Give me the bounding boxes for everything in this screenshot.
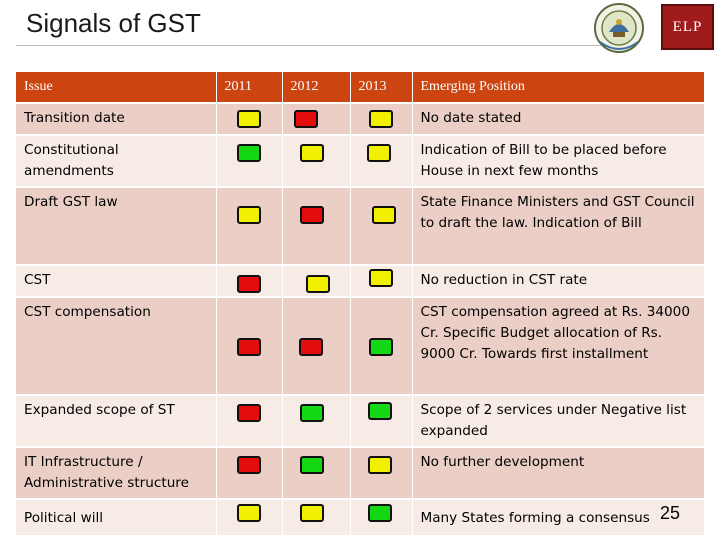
page-number: 25 bbox=[660, 503, 681, 523]
page-title: Signals of GST bbox=[26, 8, 201, 38]
signal-2013-cell bbox=[350, 264, 413, 297]
elp-logo-text: ELP bbox=[672, 18, 703, 35]
signal-light-icon bbox=[236, 275, 261, 293]
signal-2011-cell bbox=[216, 264, 283, 297]
signal-2011-cell bbox=[216, 446, 283, 499]
signal-light-icon bbox=[236, 144, 261, 162]
signal-2012-cell bbox=[282, 134, 351, 187]
signal-light-icon bbox=[236, 504, 261, 522]
signal-2013-cell bbox=[350, 446, 413, 499]
issue-cell: CST bbox=[16, 264, 217, 297]
table-row: Transition date No date stated bbox=[16, 102, 705, 135]
position-cell: No date stated bbox=[412, 102, 705, 135]
table-row: Political will Many States forming a con… bbox=[16, 498, 705, 535]
issue-cell: Draft GST law bbox=[16, 186, 217, 265]
table-row: Expanded scope of ST Scope of 2 services… bbox=[16, 394, 705, 447]
signal-light-icon bbox=[236, 110, 261, 128]
signal-light-icon bbox=[367, 402, 392, 420]
signal-light-icon bbox=[299, 144, 324, 162]
issue-cell: Constitutional amendments bbox=[16, 134, 217, 187]
signal-light-icon bbox=[299, 404, 324, 422]
table-row: Draft GST law State Finance Ministers an… bbox=[16, 186, 705, 265]
signal-2012-cell bbox=[282, 264, 351, 297]
signal-2013-cell bbox=[350, 296, 413, 395]
table-row: CST compensation CST compensation agreed… bbox=[16, 296, 705, 395]
emblem-seal-icon bbox=[594, 3, 644, 53]
signal-2012-cell bbox=[282, 498, 351, 535]
header-emerging-position: Emerging Position bbox=[412, 72, 705, 103]
issue-cell: CST compensation bbox=[16, 296, 217, 395]
signal-light-icon bbox=[236, 338, 261, 356]
signal-2013-cell bbox=[350, 394, 413, 447]
signal-light-icon bbox=[236, 206, 261, 224]
header-issue: Issue bbox=[16, 72, 217, 103]
signal-light-icon bbox=[299, 504, 324, 522]
position-cell: State Finance Ministers and GST Council … bbox=[412, 186, 705, 265]
signal-2013-cell bbox=[350, 102, 413, 135]
issue-cell: Expanded scope of ST bbox=[16, 394, 217, 447]
signal-light-icon bbox=[368, 338, 393, 356]
signal-light-icon bbox=[236, 456, 261, 474]
position-cell: No reduction in CST rate bbox=[412, 264, 705, 297]
signal-light-icon bbox=[236, 404, 261, 422]
title-divider bbox=[16, 45, 606, 46]
signal-2013-cell bbox=[350, 134, 413, 187]
table-row: IT Infrastructure / Administrative struc… bbox=[16, 446, 705, 499]
header-2013: 2013 bbox=[350, 72, 413, 103]
signal-2011-cell bbox=[216, 102, 283, 135]
signal-light-icon bbox=[299, 206, 324, 224]
position-cell: No further development bbox=[412, 446, 705, 499]
header-2011: 2011 bbox=[216, 72, 283, 103]
table-header-row: Issue 2011 2012 2013 Emerging Position bbox=[16, 72, 705, 103]
signal-2013-cell bbox=[350, 186, 413, 265]
issue-cell: IT Infrastructure / Administrative struc… bbox=[16, 446, 217, 499]
signal-2011-cell bbox=[216, 134, 283, 187]
table-row: Constitutional amendments Indication of … bbox=[16, 134, 705, 187]
signal-2013-cell bbox=[350, 498, 413, 535]
signal-2011-cell bbox=[216, 394, 283, 447]
signal-light-icon bbox=[367, 456, 392, 474]
signal-2012-cell bbox=[282, 102, 351, 135]
signal-light-icon bbox=[305, 275, 330, 293]
signal-2012-cell bbox=[282, 296, 351, 395]
signal-2012-cell bbox=[282, 186, 351, 265]
signal-light-icon bbox=[371, 206, 396, 224]
position-cell: CST compensation agreed at Rs. 34000 Cr.… bbox=[412, 296, 705, 395]
signals-table: Issue 2011 2012 2013 Emerging Position T… bbox=[16, 72, 705, 535]
issue-cell: Political will bbox=[16, 498, 217, 535]
signal-light-icon bbox=[299, 456, 324, 474]
position-cell: Indication of Bill to be placed before H… bbox=[412, 134, 705, 187]
position-cell: Scope of 2 services under Negative list … bbox=[412, 394, 705, 447]
signal-2012-cell bbox=[282, 394, 351, 447]
signal-2011-cell bbox=[216, 498, 283, 535]
signal-2011-cell bbox=[216, 296, 283, 395]
position-cell: Many States forming a consensus bbox=[412, 498, 705, 535]
elp-logo: ELP bbox=[661, 4, 714, 50]
signal-light-icon bbox=[368, 110, 393, 128]
header-2012: 2012 bbox=[282, 72, 351, 103]
signal-light-icon bbox=[368, 269, 393, 287]
table-row: CST No reduction in CST rate bbox=[16, 264, 705, 297]
signal-2011-cell bbox=[216, 186, 283, 265]
signal-light-icon bbox=[366, 144, 391, 162]
signal-light-icon bbox=[293, 110, 318, 128]
issue-cell: Transition date bbox=[16, 102, 217, 135]
signal-2012-cell bbox=[282, 446, 351, 499]
signal-light-icon bbox=[367, 504, 392, 522]
signal-light-icon bbox=[298, 338, 323, 356]
